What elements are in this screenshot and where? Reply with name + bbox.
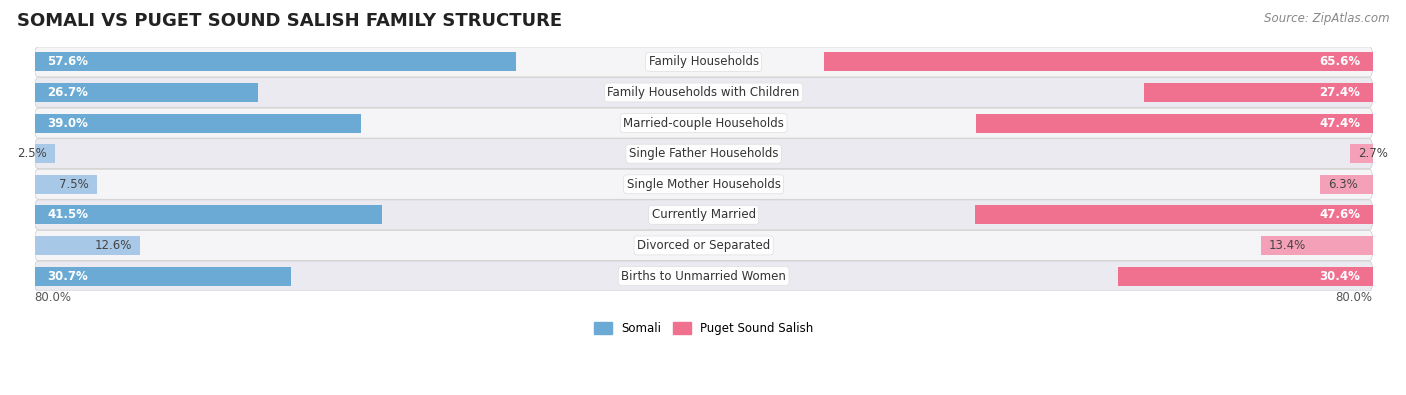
Bar [35, 175, 97, 194]
Bar [1143, 83, 1372, 102]
Text: SOMALI VS PUGET SOUND SALISH FAMILY STRUCTURE: SOMALI VS PUGET SOUND SALISH FAMILY STRU… [17, 12, 562, 30]
Text: 12.6%: 12.6% [94, 239, 132, 252]
FancyBboxPatch shape [35, 47, 1372, 77]
FancyBboxPatch shape [35, 139, 1372, 169]
Legend: Somali, Puget Sound Salish: Somali, Puget Sound Salish [589, 317, 818, 339]
Bar [974, 205, 1372, 224]
FancyBboxPatch shape [35, 77, 1372, 107]
FancyBboxPatch shape [35, 230, 1372, 260]
Text: 57.6%: 57.6% [46, 55, 89, 68]
Text: Single Mother Households: Single Mother Households [627, 178, 780, 191]
Text: Family Households: Family Households [648, 55, 759, 68]
Bar [35, 267, 291, 286]
Text: 65.6%: 65.6% [1319, 55, 1360, 68]
Bar [1350, 144, 1372, 163]
Text: 7.5%: 7.5% [59, 178, 89, 191]
Text: 13.4%: 13.4% [1270, 239, 1306, 252]
Text: Births to Unmarried Women: Births to Unmarried Women [621, 269, 786, 282]
Text: 39.0%: 39.0% [46, 117, 89, 130]
Bar [35, 83, 257, 102]
Text: 80.0%: 80.0% [35, 292, 72, 304]
Text: Source: ZipAtlas.com: Source: ZipAtlas.com [1264, 12, 1389, 25]
FancyBboxPatch shape [35, 261, 1372, 291]
Text: Divorced or Separated: Divorced or Separated [637, 239, 770, 252]
Text: 80.0%: 80.0% [1336, 292, 1372, 304]
Text: Family Households with Children: Family Households with Children [607, 86, 800, 99]
Text: Married-couple Households: Married-couple Households [623, 117, 785, 130]
Text: 26.7%: 26.7% [46, 86, 89, 99]
Bar [1320, 175, 1372, 194]
Bar [35, 144, 55, 163]
Text: 6.3%: 6.3% [1329, 178, 1358, 191]
Bar [35, 114, 361, 133]
Bar [35, 205, 381, 224]
Text: Single Father Households: Single Father Households [628, 147, 779, 160]
Text: 47.4%: 47.4% [1319, 117, 1360, 130]
FancyBboxPatch shape [35, 169, 1372, 199]
Text: 47.6%: 47.6% [1319, 208, 1360, 221]
FancyBboxPatch shape [35, 200, 1372, 230]
Text: Currently Married: Currently Married [651, 208, 755, 221]
Bar [824, 53, 1372, 71]
Text: 41.5%: 41.5% [46, 208, 89, 221]
Bar [1261, 236, 1372, 255]
Bar [976, 114, 1372, 133]
Text: 30.4%: 30.4% [1319, 269, 1360, 282]
Text: 2.5%: 2.5% [17, 147, 46, 160]
FancyBboxPatch shape [35, 108, 1372, 138]
Text: 27.4%: 27.4% [1319, 86, 1360, 99]
Bar [35, 236, 141, 255]
Bar [1118, 267, 1372, 286]
Text: 2.7%: 2.7% [1358, 147, 1388, 160]
Bar [35, 53, 516, 71]
Text: 30.7%: 30.7% [46, 269, 87, 282]
